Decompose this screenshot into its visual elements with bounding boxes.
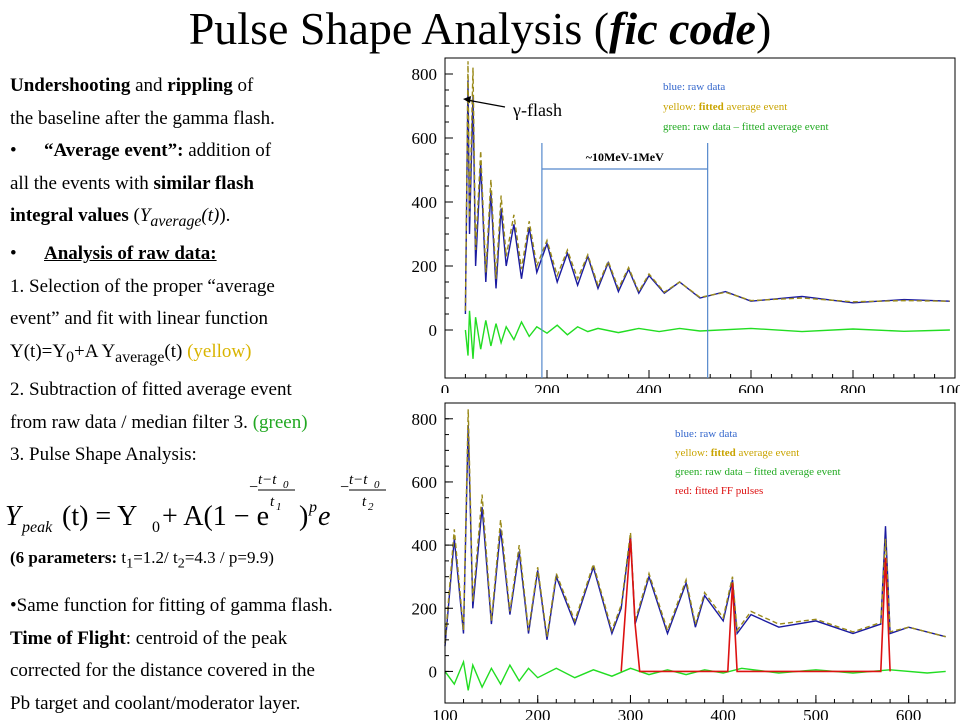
x-tick-label: 100 bbox=[432, 706, 458, 720]
y-tick-label: 200 bbox=[412, 257, 438, 276]
svg-text:−: − bbox=[340, 479, 349, 496]
legend-blue: blue: raw data bbox=[675, 428, 737, 440]
x-tick-label: 400 bbox=[636, 381, 662, 393]
y-tick-label: 600 bbox=[412, 473, 438, 492]
chart2-legend: blue: raw data yellow: fitted average ev… bbox=[675, 428, 841, 497]
series-yellow bbox=[444, 409, 946, 644]
svg-text:t−t: t−t bbox=[258, 472, 277, 488]
x-tick-label: 200 bbox=[525, 706, 551, 720]
svg-text:0: 0 bbox=[374, 479, 380, 491]
svg-text:Y: Y bbox=[5, 501, 24, 532]
pulse-formula: Y peak (t) = Y 0 + A(1 − e − t−t 0 t 1 )… bbox=[5, 472, 386, 536]
svg-text:1: 1 bbox=[276, 501, 282, 513]
svg-text:t: t bbox=[270, 494, 275, 510]
series-red bbox=[620, 538, 891, 673]
y-tick-label: 800 bbox=[412, 65, 438, 84]
page-title: Pulse Shape Analysis (fic code) bbox=[188, 3, 772, 54]
x-tick-label: 500 bbox=[803, 706, 829, 720]
svg-text:−: − bbox=[249, 479, 258, 496]
params-text: (6 parameters: t1=1.2/ t2=4.3 / p=9.9) bbox=[10, 548, 274, 572]
legend-blue: blue: raw data bbox=[663, 81, 725, 93]
x-tick-label: 0 bbox=[441, 381, 450, 393]
legend-green: green: raw data – fitted average event bbox=[663, 121, 829, 133]
svg-text:0: 0 bbox=[283, 479, 289, 491]
description-text-2: •Same function for fitting of gamma flas… bbox=[10, 595, 333, 714]
y-tick-label: 0 bbox=[429, 662, 438, 681]
svg-text:(t) = Y: (t) = Y bbox=[62, 501, 137, 532]
legend-green: green: raw data – fitted average event bbox=[675, 466, 841, 478]
plot-frame bbox=[444, 402, 956, 704]
fitted-pulses-chart: 100 200 300 400 500 600 0 200 400 600 800 blue: ra… bbox=[412, 402, 956, 720]
svg-text:t: t bbox=[362, 494, 367, 510]
series-green bbox=[444, 659, 946, 691]
description-text: Undershooting and rippling of the baseli… bbox=[10, 75, 308, 466]
y-tick-label: 200 bbox=[412, 599, 438, 618]
svg-text:t−t: t−t bbox=[349, 472, 368, 488]
x-tick-label: 400 bbox=[710, 706, 736, 720]
y-tick-label: 600 bbox=[412, 129, 438, 148]
x-tick-label: 800 bbox=[840, 381, 866, 393]
chart2-axes: 100 200 300 400 500 600 0 200 400 600 800 bbox=[412, 402, 956, 720]
svg-text:): ) bbox=[299, 501, 308, 532]
x-tick-label: 300 bbox=[618, 706, 644, 720]
y-tick-label: 400 bbox=[412, 536, 438, 555]
legend-yellow: yellow: fitted average event bbox=[675, 447, 799, 459]
svg-text:+ A(1 − e: + A(1 − e bbox=[162, 501, 269, 532]
chart2-plot-area bbox=[444, 409, 946, 691]
x-tick-label: 600 bbox=[896, 706, 922, 720]
legend-red: red: fitted FF pulses bbox=[675, 485, 763, 497]
series-yellow bbox=[464, 61, 950, 311]
y-tick-label: 800 bbox=[412, 410, 438, 429]
chart1-plot-area bbox=[464, 61, 950, 359]
svg-text:peak: peak bbox=[21, 519, 53, 536]
range-annotation: ~10MeV-1MeV bbox=[541, 143, 709, 378]
chart1-legend: blue: raw data yellow: fitted average ev… bbox=[663, 81, 829, 133]
x-tick-label: 600 bbox=[738, 381, 764, 393]
flash-annotation: γ-flash bbox=[463, 96, 562, 120]
svg-text:2: 2 bbox=[368, 501, 374, 513]
range-label: ~10MeV-1MeV bbox=[586, 150, 664, 164]
x-tick-label: 200 bbox=[534, 381, 560, 393]
svg-text:p: p bbox=[308, 499, 317, 516]
y-tick-label: 400 bbox=[412, 193, 438, 212]
y-tick-label: 0 bbox=[429, 321, 438, 340]
svg-text:e: e bbox=[318, 501, 330, 532]
flash-label: γ-flash bbox=[512, 100, 562, 120]
legend-yellow: yellow: fitted average event bbox=[663, 101, 787, 113]
series-green bbox=[464, 310, 950, 359]
svg-text:0: 0 bbox=[152, 519, 160, 536]
